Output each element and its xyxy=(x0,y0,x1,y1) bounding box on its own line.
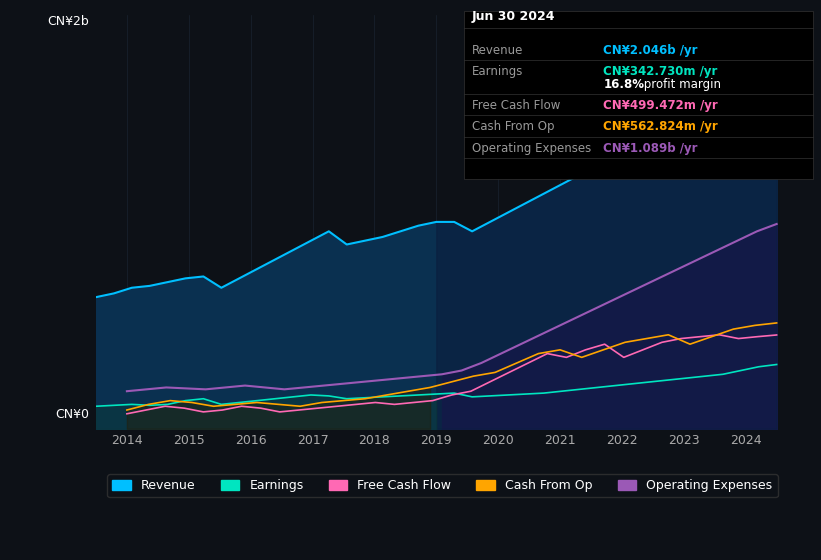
Text: CN¥342.730m /yr: CN¥342.730m /yr xyxy=(603,65,718,78)
Text: CN¥499.472m /yr: CN¥499.472m /yr xyxy=(603,99,718,112)
Text: Earnings: Earnings xyxy=(472,65,524,78)
Text: CN¥0: CN¥0 xyxy=(55,408,89,421)
Text: Revenue: Revenue xyxy=(472,44,524,57)
Text: Free Cash Flow: Free Cash Flow xyxy=(472,99,561,112)
Text: Operating Expenses: Operating Expenses xyxy=(472,142,591,155)
Text: CN¥562.824m /yr: CN¥562.824m /yr xyxy=(603,120,718,133)
Text: Cash From Op: Cash From Op xyxy=(472,120,554,133)
Text: CN¥2.046b /yr: CN¥2.046b /yr xyxy=(603,44,698,57)
Text: Jun 30 2024: Jun 30 2024 xyxy=(472,10,556,22)
Text: profit margin: profit margin xyxy=(640,78,722,91)
Legend: Revenue, Earnings, Free Cash Flow, Cash From Op, Operating Expenses: Revenue, Earnings, Free Cash Flow, Cash … xyxy=(108,474,777,497)
Text: CN¥2b: CN¥2b xyxy=(48,15,89,28)
Text: CN¥1.089b /yr: CN¥1.089b /yr xyxy=(603,142,698,155)
Text: 16.8%: 16.8% xyxy=(603,78,644,91)
